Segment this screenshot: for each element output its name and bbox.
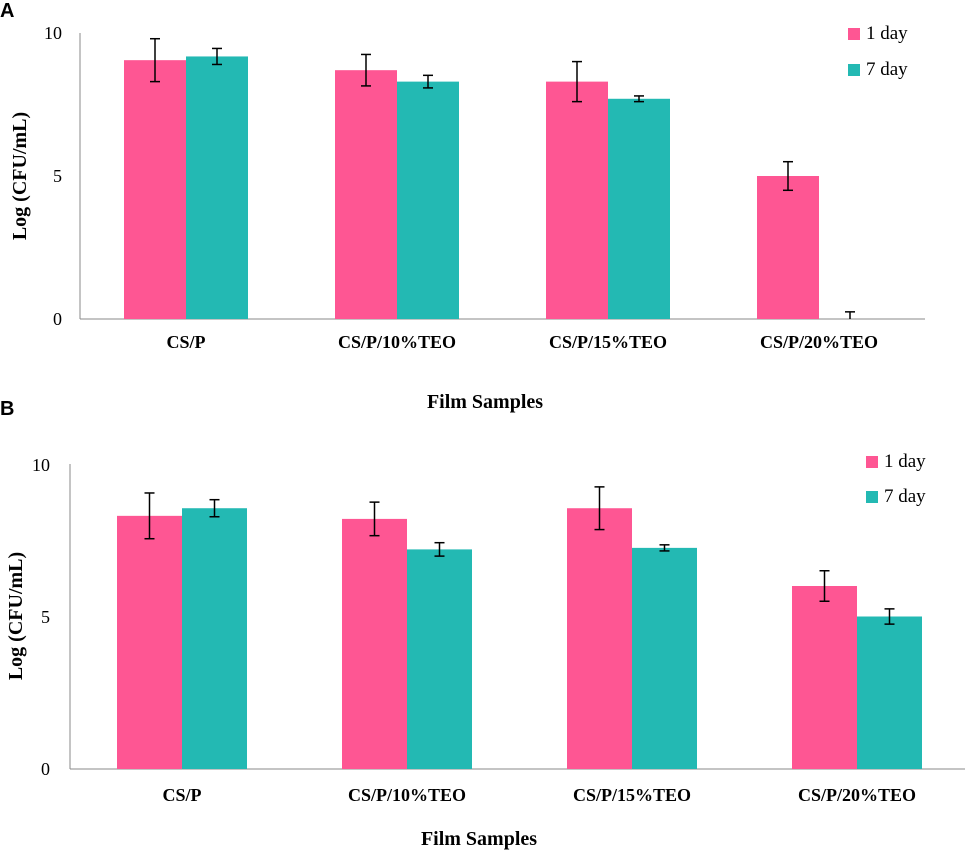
panel-b-errorbar-0-7day [209, 498, 220, 518]
panel-b-category-label-3: CS/P/20%TEO [798, 785, 916, 805]
panel-a-bar-1-1day [335, 70, 397, 320]
panel-b-ytick-0: 0 [41, 759, 50, 779]
panel-a-legend-label-7day: 7 day [866, 59, 908, 80]
panel-b-bar-3-1day [792, 586, 857, 769]
panel-a-category-label-2: CS/P/15%TEO [549, 332, 667, 352]
panel-a-errorbar-1-1day [361, 53, 371, 87]
panel-a-bar-3-1day [757, 176, 819, 319]
panel-b-bar-2-7day [632, 547, 697, 769]
panel-b-legend: 1 day 7 day [866, 451, 926, 507]
panel-a-bar-0-1day [124, 60, 186, 320]
panel-a-bar-2-7day [608, 98, 670, 319]
panel-a-errorbar-2-1day [572, 60, 582, 103]
panel-b-ytick-10: 10 [32, 455, 50, 475]
panel-a-ytick-5: 5 [53, 166, 62, 186]
panel-a-bar-1-7day [397, 81, 459, 320]
panel-a-errorbar-2-7day [634, 95, 644, 103]
panel-b-legend-swatch-7day [866, 491, 878, 503]
panel-b-bar-3-7day [857, 616, 922, 769]
panel-a-x-title: Film Samples [427, 391, 543, 413]
panel-b-category-label-0: CS/P [162, 785, 201, 805]
panel-b-category-label-1: CS/P/10%TEO [348, 785, 466, 805]
panel-a-bars: CS/P CS/P/10%TEO CS/P/15%TEO CS/P/20%TEO [124, 37, 878, 352]
panel-a: A 0 5 10 Log (CFU/mL) Film Samples CS/P C… [0, 0, 925, 413]
panel-b-errorbar-0-1day [144, 492, 155, 540]
panel-a-legend-swatch-7day [848, 64, 860, 76]
panel-b-errorbar-1-1day [369, 501, 380, 537]
panel-b-legend-swatch-1day [866, 456, 878, 468]
panel-a-errorbar-3-1day [783, 160, 793, 192]
panel-a-letter: A [0, 0, 14, 22]
panel-a-category-label-3: CS/P/20%TEO [760, 332, 878, 352]
panel-b-bar-0-1day [117, 515, 182, 769]
panel-b-letter: B [0, 398, 14, 420]
panel-a-errorbar-0-1day [150, 37, 160, 83]
panel-a-category-label-1: CS/P/10%TEO [338, 332, 456, 352]
panel-b-y-title: Log (CFU/mL) [5, 552, 27, 680]
panel-b-errorbar-3-1day [819, 570, 830, 602]
panel-b-bar-0-7day [182, 508, 247, 769]
panel-b-errorbar-2-1day [594, 486, 605, 531]
panel-a-ytick-10: 10 [44, 23, 62, 43]
panel-b-legend-label-1day: 1 day [884, 451, 926, 472]
panel-a-y-title: Log (CFU/mL) [9, 112, 31, 240]
panel-b-ytick-5: 5 [41, 607, 50, 627]
panel-a-errorbar-3-7day [845, 311, 855, 319]
panel-b-errorbar-2-7day [659, 544, 670, 552]
panel-a-legend: 1 day 7 day [848, 23, 908, 80]
panel-b-bar-1-7day [407, 549, 472, 769]
panel-a-legend-swatch-1day [848, 28, 860, 40]
panel-b-errorbar-1-7day [434, 541, 445, 557]
panel-b-bar-1-1day [342, 518, 407, 769]
panel-a-legend-label-1day: 1 day [866, 23, 908, 44]
panel-a-errorbar-1-7day [423, 74, 433, 89]
panel-b-bar-2-1day [567, 508, 632, 769]
panel-b-legend-label-7day: 7 day [884, 486, 926, 507]
panel-b: B 0 5 10 Log (CFU/mL) Film Samples CS/P C… [0, 398, 965, 850]
panel-b-category-label-2: CS/P/15%TEO [573, 785, 691, 805]
panel-a-errorbar-0-7day [212, 47, 222, 66]
panel-b-x-title: Film Samples [421, 828, 537, 850]
panel-b-errorbar-3-7day [884, 608, 895, 625]
panel-a-ytick-0: 0 [53, 309, 62, 329]
panel-a-bar-0-7day [186, 56, 248, 320]
panel-a-category-label-0: CS/P [166, 332, 205, 352]
panel-a-bar-2-1day [546, 81, 608, 320]
panel-b-bars: CS/P CS/P/10%TEO CS/P/15%TEO CS/P/20%TEO [117, 486, 922, 805]
